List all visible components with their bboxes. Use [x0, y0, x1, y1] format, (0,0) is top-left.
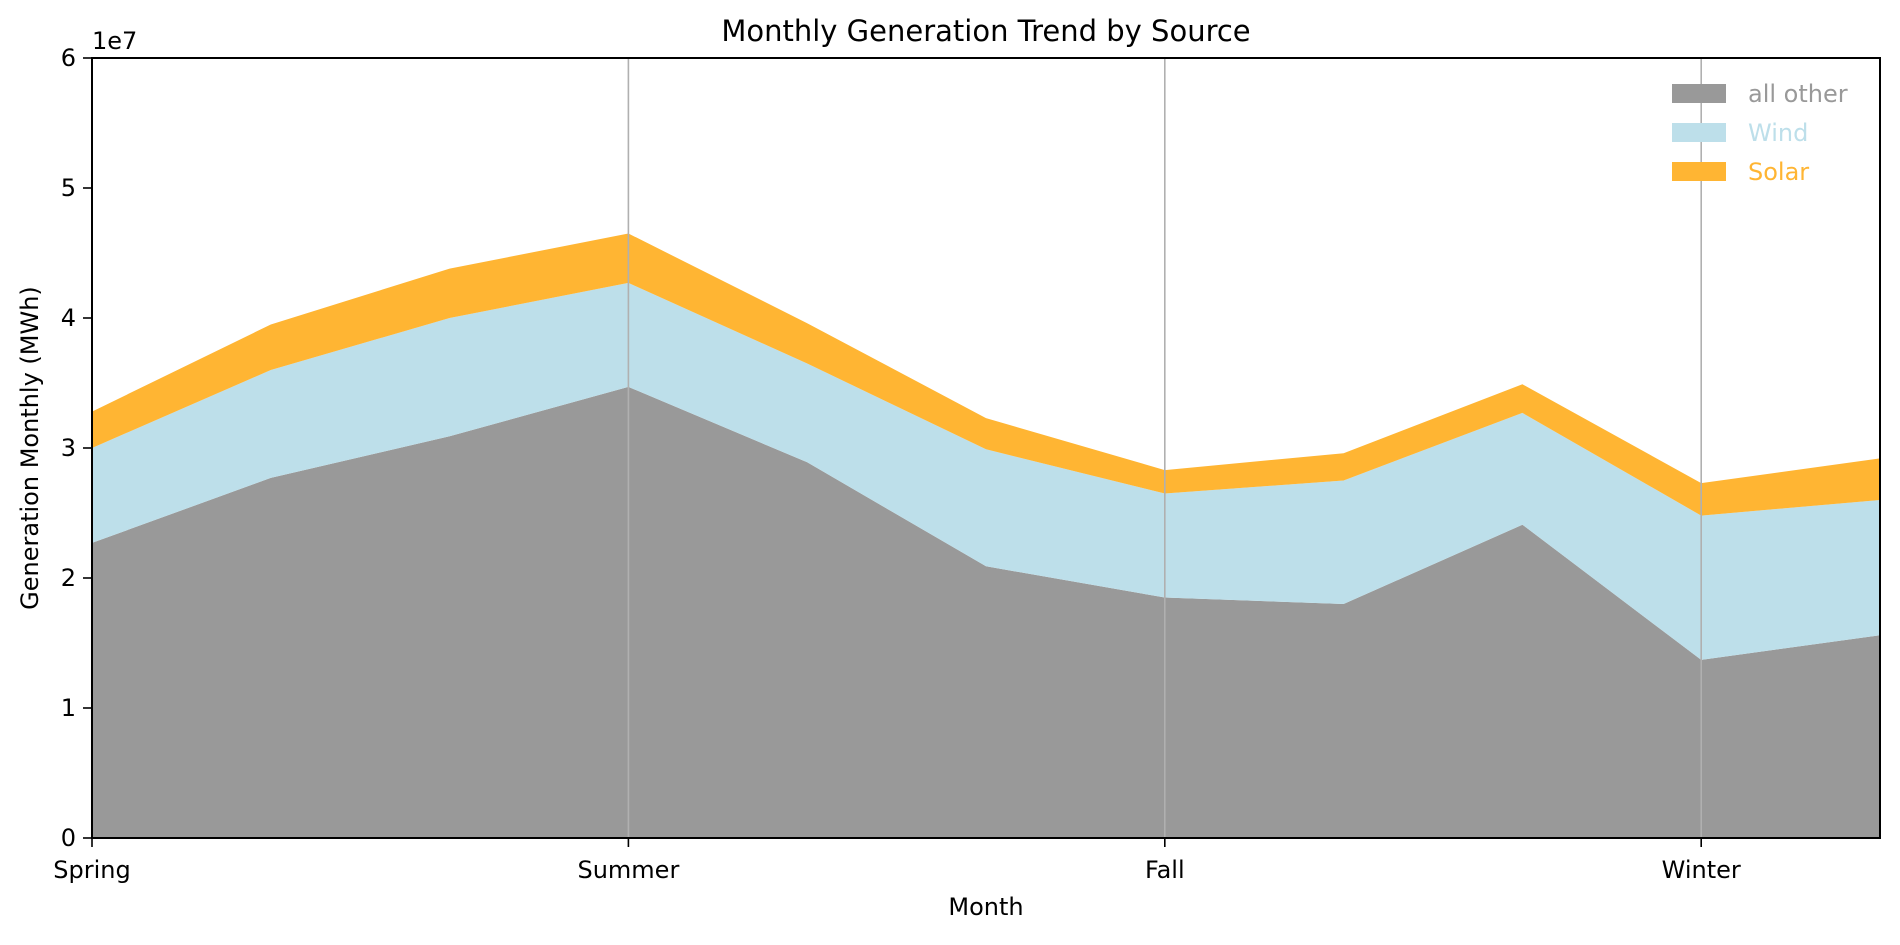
legend-swatch-wind	[1672, 123, 1726, 142]
legend-swatch-solar	[1672, 162, 1726, 181]
y-tick-label-6: 6	[61, 44, 76, 72]
legend-swatch-all-other	[1672, 84, 1726, 103]
areas-layer	[92, 233, 1880, 838]
x-tick-label-1: Summer	[577, 856, 679, 884]
legend: all other Wind Solar	[1672, 80, 1848, 186]
x-tick-label-0: Spring	[53, 856, 130, 884]
legend-label-wind: Wind	[1748, 119, 1808, 147]
y-tick-label-1: 1	[61, 694, 76, 722]
y-tick-label-5: 5	[61, 174, 76, 202]
y-tick-label-2: 2	[61, 564, 76, 592]
legend-label-all-other: all other	[1748, 80, 1848, 108]
chart-title: Monthly Generation Trend by Source	[721, 14, 1250, 48]
ticks-layer: Spring Summer Fall Winter 0 1 2 3 4 5 6	[53, 44, 1741, 884]
area-series-solar	[92, 233, 1880, 516]
legend-label-solar: Solar	[1748, 158, 1809, 186]
x-tick-label-2: Fall	[1145, 856, 1185, 884]
area-series-wind	[92, 282, 1880, 660]
area-series-all-other	[92, 386, 1880, 838]
y-tick-label-0: 0	[61, 824, 76, 852]
y-axis-offset-text: 1e7	[92, 27, 137, 55]
x-axis-label: Month	[948, 893, 1023, 921]
x-tick-label-3: Winter	[1662, 856, 1741, 884]
y-tick-label-3: 3	[61, 434, 76, 462]
y-axis-label: Generation Monthly (MWh)	[16, 286, 44, 610]
y-tick-label-4: 4	[61, 304, 76, 332]
